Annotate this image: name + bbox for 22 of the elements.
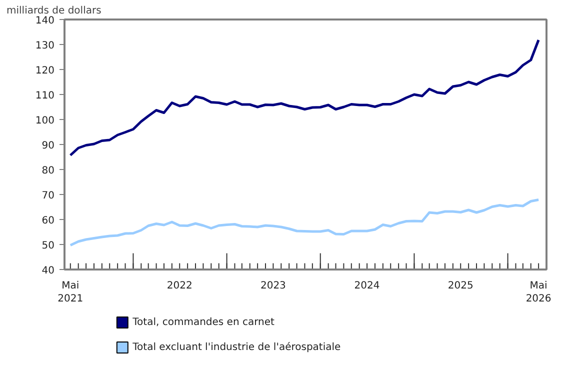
- x-tick-label: Mai 2026: [526, 280, 552, 305]
- x-tick-label: 2024: [354, 280, 380, 292]
- legend-label: Total excluant l'industrie de l'aérospatiale: [132, 342, 341, 353]
- y-tick-label: 40: [42, 266, 55, 276]
- y-tick-label: 90: [42, 140, 55, 152]
- y-axis-title: milliards de dollars: [6, 6, 102, 16]
- x-tick-label: 2025: [448, 280, 474, 292]
- y-tick-label: 130: [35, 40, 55, 52]
- y-tick-label: 120: [35, 66, 55, 76]
- legend-label: Total, commandes en carnet: [132, 317, 275, 328]
- y-tick-label: 140: [35, 16, 55, 26]
- line-series: [69, 198, 540, 246]
- y-tick-label: 50: [42, 240, 55, 252]
- x-tick-label: 2022: [166, 280, 192, 292]
- y-tick-label: 100: [35, 116, 55, 126]
- x-tick-label: Mai 2021: [58, 280, 84, 305]
- line-series: [69, 38, 540, 156]
- y-tick-label: 110: [35, 90, 55, 102]
- x-tick-label: 2023: [260, 280, 286, 292]
- y-tick-label: 70: [42, 190, 55, 202]
- y-tick-label: 60: [42, 216, 55, 226]
- y-tick-label: 80: [42, 166, 55, 176]
